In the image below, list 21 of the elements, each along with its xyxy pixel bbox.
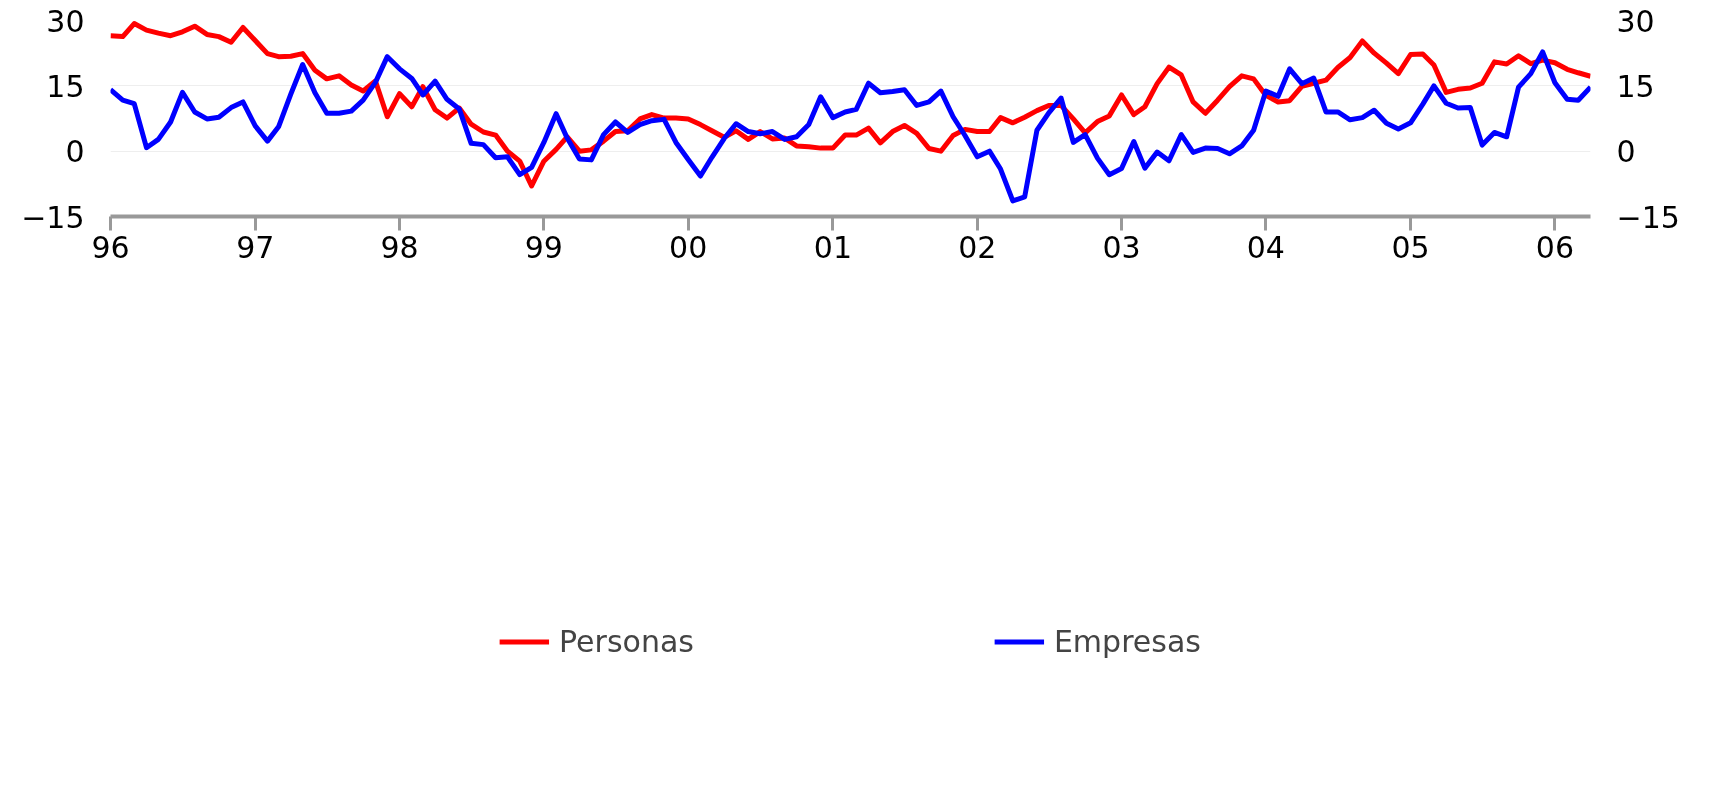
x-tick-label: 97 [236, 229, 275, 265]
y2-tick-label: −15 [1616, 199, 1680, 235]
y-tick-label: −15 [21, 199, 85, 235]
x-tick-label: 98 [380, 229, 419, 265]
y-tick-label: 15 [46, 68, 85, 104]
legend-label: Personas [559, 623, 694, 659]
y2-tick-label: 15 [1616, 68, 1655, 104]
legend-label: Empresas [1053, 623, 1201, 659]
x-tick-label: 03 [1102, 229, 1141, 265]
x-tick-label: 06 [1535, 229, 1575, 265]
x-tick-label: 00 [669, 229, 708, 265]
y-tick-label: 0 [65, 134, 85, 170]
x-tick-label: 04 [1246, 229, 1285, 265]
y-tick-label: 30 [46, 3, 85, 39]
y2-tick-label: 0 [1616, 134, 1636, 170]
x-tick-label: 02 [958, 229, 997, 265]
y2-tick-label: 30 [1616, 3, 1655, 39]
x-tick-label: 99 [524, 229, 563, 265]
x-tick-label: 05 [1391, 229, 1430, 265]
x-tick-label: 01 [813, 229, 853, 265]
x-tick-label: 96 [91, 229, 130, 265]
